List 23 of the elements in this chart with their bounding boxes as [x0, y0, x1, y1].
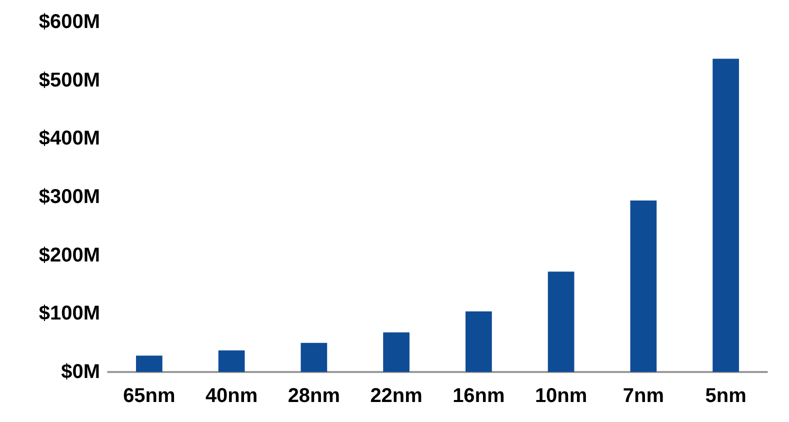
- bar: [548, 272, 574, 372]
- bar: [136, 356, 162, 372]
- x-tick-label: 5nm: [705, 385, 746, 407]
- x-tick-label: 16nm: [452, 385, 505, 407]
- x-tick-label: 28nm: [288, 385, 340, 407]
- y-tick-label: $100M: [38, 302, 100, 325]
- bar: [218, 350, 245, 372]
- x-tick-label: 65nm: [123, 385, 176, 407]
- y-tick-label: $300M: [38, 186, 100, 208]
- bar: [630, 200, 657, 372]
- y-tick-label: $600M: [38, 11, 100, 33]
- bar: [300, 342, 328, 372]
- y-tick-label: $200M: [38, 244, 100, 266]
- x-tick-label: 10nm: [534, 385, 588, 407]
- bar: [466, 311, 492, 372]
- y-tick-label: $0M: [61, 361, 100, 383]
- bar: [712, 58, 739, 372]
- y-tick-label: $500M: [38, 69, 100, 92]
- y-tick-label: $400M: [38, 128, 100, 150]
- x-tick-label: 7nm: [622, 385, 664, 407]
- x-tick-label: 40nm: [205, 385, 258, 407]
- bar: [383, 332, 410, 372]
- x-tick-label: 22nm: [370, 385, 422, 407]
